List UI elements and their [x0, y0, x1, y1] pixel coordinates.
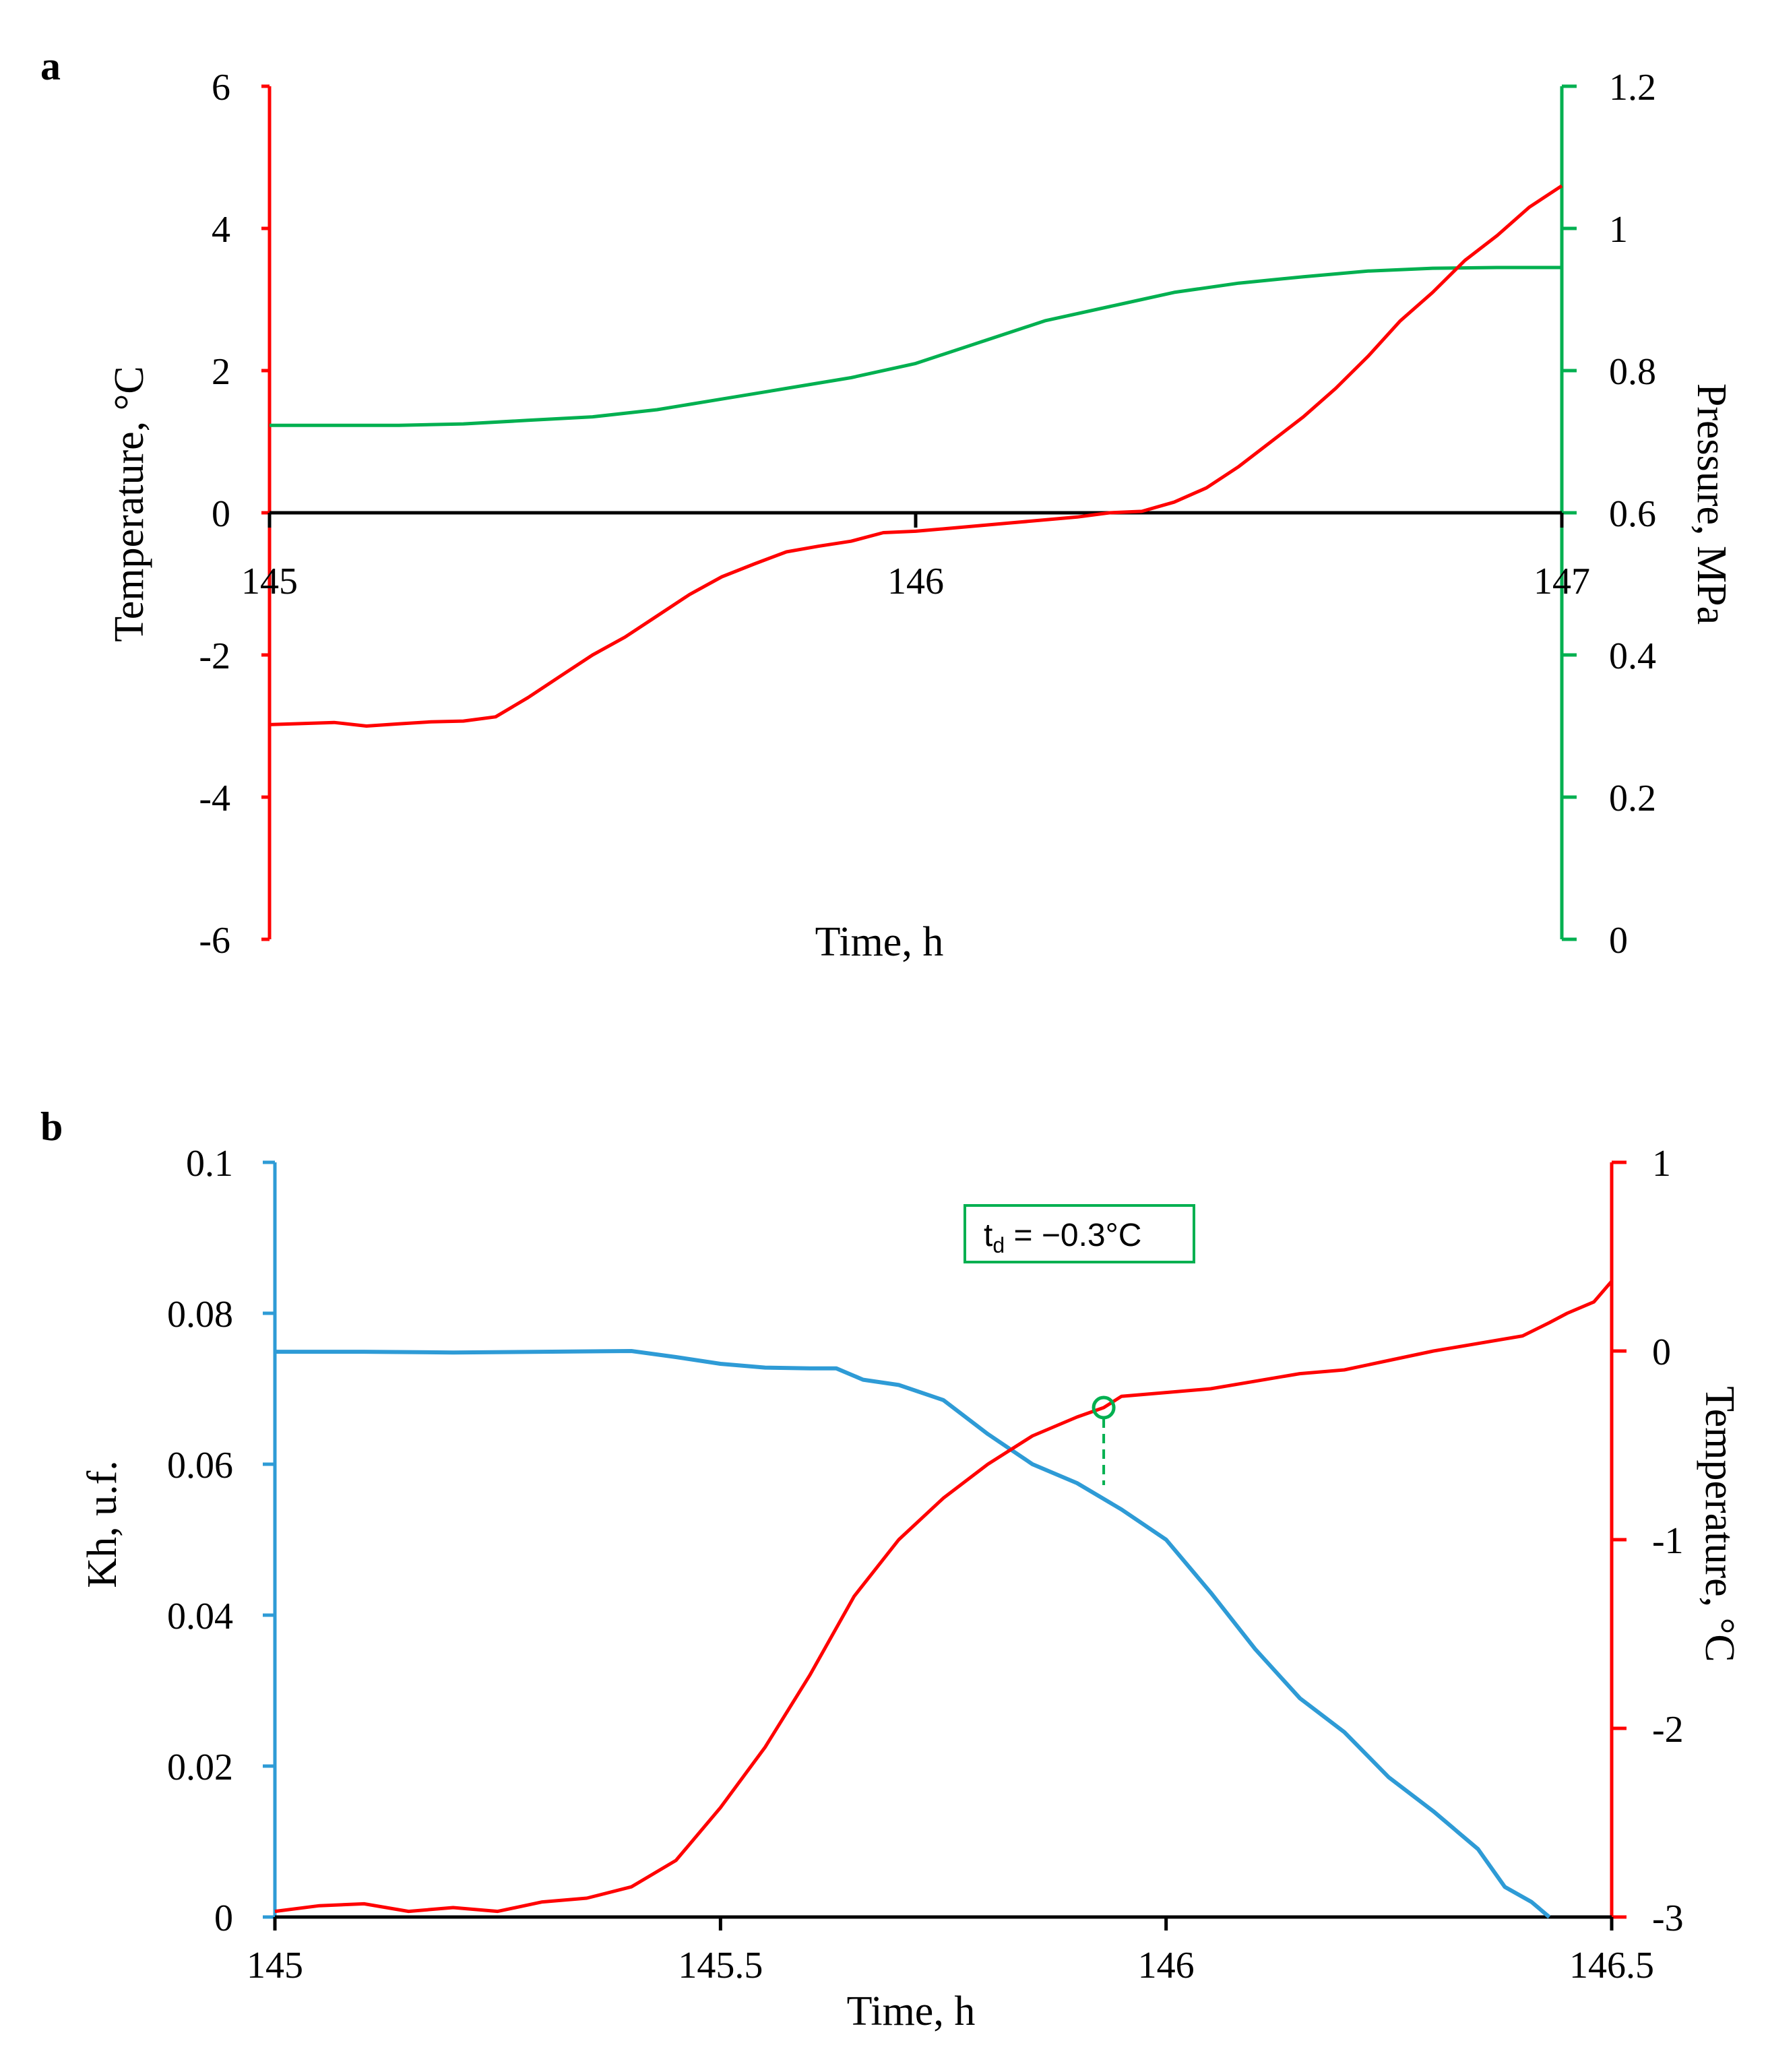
- annotation-value: = −0.3°C: [1005, 1218, 1141, 1253]
- annotation-marker-group: [1092, 1395, 1116, 1485]
- panel-b-left-tick-label: 0.1: [186, 1143, 233, 1185]
- panel-b-x-axis-label: Time, h: [847, 1988, 976, 2034]
- annotation-text: td = −0.3°C: [984, 1218, 1141, 1257]
- panel-a: a -6 -4 -2 0 2 4 6 0 0.2 0.4 0.6 0.8 1 1.2 145 146 147 T…: [40, 44, 1734, 965]
- panel-b-right-tick-label: -1: [1652, 1520, 1684, 1562]
- panel-b-left-axis-label: Kh, u.f.: [80, 1460, 125, 1588]
- panel-a-right-tick-label: 1.2: [1609, 67, 1656, 108]
- annotation-label: t: [984, 1218, 992, 1253]
- panel-a-plot-area: -6 -4 -2 0 2 4 6 0 0.2 0.4 0.6 0.8 1 1.2 145 146 147: [199, 67, 1656, 962]
- panel-a-x-axis-label: Time, h: [815, 919, 944, 965]
- annotation-subscript: d: [992, 1233, 1005, 1257]
- panel-b-kh-line: [275, 1349, 1551, 1919]
- panel-b-left-tick-label: 0.02: [167, 1747, 233, 1788]
- panel-a-right-tick-label: 0: [1609, 920, 1628, 962]
- panel-b-right-tick-label: -2: [1652, 1709, 1684, 1751]
- panel-b-left-tick-label: 0.04: [167, 1596, 233, 1637]
- panel-a-left-axis-label: Temperature, °C: [106, 366, 152, 642]
- panel-a-left-tick-label: 4: [212, 209, 230, 251]
- dew-point-annotation: td = −0.3°C: [964, 1204, 1195, 1263]
- panel-a-right-tick-label: 0.8: [1609, 351, 1656, 393]
- panel-a-right-tick-label: 0.6: [1609, 493, 1656, 535]
- panel-a-x-tick-label: 147: [1534, 561, 1590, 602]
- panel-b-right-tick-label: 1: [1652, 1143, 1671, 1185]
- panel-a-right-tick-label: 0.2: [1609, 778, 1656, 819]
- panel-a-right-tick-label: 1: [1609, 209, 1628, 251]
- panel-b-left-tick-label: 0.06: [167, 1445, 233, 1486]
- panel-a-left-tick-label: 2: [212, 351, 230, 393]
- panel-b: b 0 0.02 0.04 0.06 0.08 0.1 -3 -2 -1 0 1 145 145.5 14…: [40, 1104, 1742, 2034]
- panel-a-right-axis-label: Pressure, MPa: [1688, 383, 1734, 625]
- panel-b-right-tick-label: 0: [1652, 1331, 1671, 1373]
- panel-b-temperature-line: [274, 1280, 1613, 1914]
- panel-b-x-tick-label: 145.5: [678, 1945, 763, 1986]
- panel-a-left-tick-label: 6: [212, 67, 230, 108]
- panel-a-x-tick-label: 145: [241, 561, 298, 602]
- panel-a-left-tick-label: -4: [199, 778, 230, 819]
- panel-b-x-tick-label: 146: [1138, 1945, 1195, 1986]
- panel-b-right-axis-label: Temperature, °C: [1697, 1386, 1742, 1662]
- annotation-circle-marker: [1092, 1395, 1116, 1420]
- panel-b-right-tick-label: -3: [1652, 1897, 1684, 1939]
- panel-b-label: b: [40, 1104, 63, 1149]
- panel-b-left-tick-label: 0: [214, 1897, 233, 1939]
- panel-a-label: a: [40, 44, 61, 88]
- panel-a-x-tick-label: 146: [887, 561, 944, 602]
- annotation-box: [964, 1204, 1195, 1263]
- panel-a-temperature-line: [269, 184, 1563, 728]
- panel-a-right-tick-label: 0.4: [1609, 635, 1656, 677]
- panel-b-x-tick-label: 146.5: [1569, 1945, 1654, 1986]
- panel-b-x-tick-label: 145: [247, 1945, 303, 1986]
- panel-b-left-tick-label: 0.08: [167, 1294, 233, 1336]
- panel-a-left-tick-label: -6: [199, 920, 230, 962]
- panel-a-pressure-line: [270, 265, 1562, 427]
- panel-a-left-tick-label: -2: [199, 635, 230, 677]
- panel-b-plot-area: 0 0.02 0.04 0.06 0.08 0.1 -3 -2 -1 0 1 145 145.5 146 1…: [167, 1143, 1684, 1986]
- panel-a-left-tick-label: 0: [212, 493, 230, 535]
